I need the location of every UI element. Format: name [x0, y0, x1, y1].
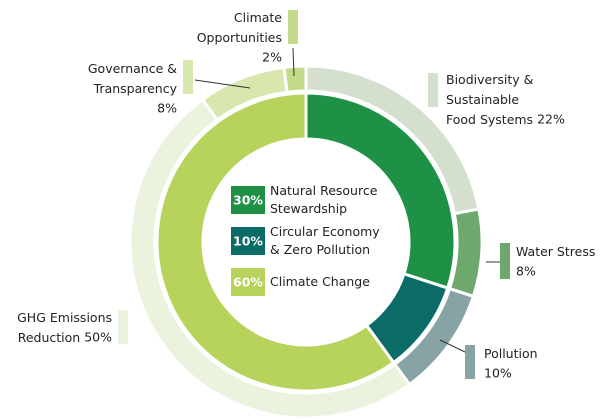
- label-swatch: [500, 243, 510, 279]
- label-swatch: [118, 310, 128, 344]
- segment-label: GHG Emissions Reduction: [17, 310, 112, 345]
- leader-line: [194, 79, 251, 89]
- label-swatch: [288, 10, 298, 44]
- segment-label: Biodiversity & Sustainable Food Systems: [446, 72, 534, 127]
- text-line: Biodiversity &: [446, 72, 534, 87]
- text-line: Governance &: [88, 61, 177, 76]
- legend-swatch: [231, 268, 265, 296]
- text-line: Reduction: [18, 330, 81, 345]
- text-line: Water Stress: [516, 244, 595, 259]
- text-line: GHG Emissions: [17, 310, 112, 325]
- text-line: Transparency: [93, 81, 178, 96]
- text-line: Natural Resource: [270, 183, 378, 198]
- segment-value: 2%: [262, 50, 282, 65]
- legend-value: 30%: [233, 193, 263, 208]
- segment-label: Governance & Transparency: [88, 61, 178, 96]
- text-line: Opportunities: [197, 30, 282, 45]
- legend-value: 10%: [233, 234, 263, 249]
- segment-value: 8%: [157, 101, 177, 116]
- text-line: & Zero Pollution: [270, 242, 370, 257]
- legend-swatch: [231, 186, 265, 214]
- segment-value: 10%: [484, 366, 512, 381]
- text-line: Pollution: [484, 346, 538, 361]
- legend-swatch: [231, 227, 265, 255]
- legend-label: Circular Economy & Zero Pollution: [270, 224, 380, 257]
- leader-line: [439, 339, 466, 353]
- segment-value: 50%: [84, 330, 112, 345]
- text-line: Food Systems: [446, 112, 533, 127]
- text-line: Stewardship: [270, 201, 347, 216]
- label-swatch: [183, 60, 193, 94]
- legend-label: Natural Resource Stewardship: [270, 183, 378, 216]
- donut-segment: [155, 91, 396, 393]
- text-line: Sustainable: [446, 92, 519, 107]
- donut-segment: [282, 64, 308, 94]
- text-line: Circular Economy: [270, 224, 380, 239]
- legend-value: 60%: [233, 275, 263, 290]
- text-line: Climate: [234, 10, 282, 25]
- segment-value: 22%: [537, 112, 565, 127]
- label-swatch: [428, 73, 438, 107]
- donut-segment: [304, 91, 457, 290]
- legend-label: Climate Change: [270, 274, 370, 289]
- segment-label: Pollution: [484, 346, 538, 361]
- leader-line: [292, 47, 295, 77]
- segment-label: Climate Opportunities: [197, 10, 283, 45]
- segment-value: 8%: [516, 264, 536, 279]
- text-line: Climate Change: [270, 274, 370, 289]
- segment-label: Water Stress: [516, 244, 595, 259]
- label-swatch: [465, 345, 475, 379]
